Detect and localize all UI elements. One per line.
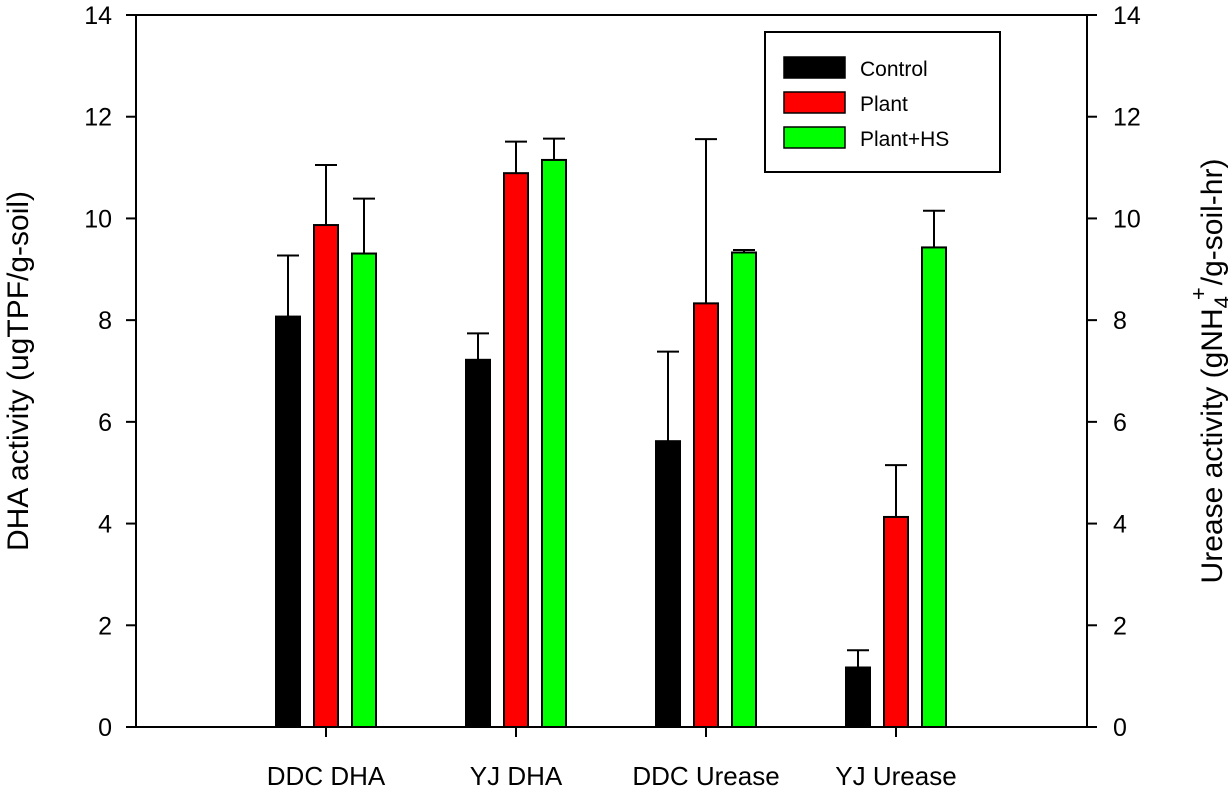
right-y-tick-label: 8	[1113, 307, 1127, 335]
legend-item-plant-hs: Plant+HS	[783, 126, 949, 151]
bar-plant	[503, 172, 529, 728]
right-y-tick-label: 14	[1113, 2, 1141, 30]
legend-swatch-plant	[783, 91, 846, 114]
x-category-label: DDC Urease	[632, 761, 779, 789]
left-y-tick-label: 10	[84, 205, 112, 233]
right-y-tick-label: 4	[1113, 511, 1127, 539]
bar-control	[655, 440, 681, 728]
bar-control	[465, 358, 491, 728]
bar-control	[275, 315, 301, 728]
bar-plant-hs	[921, 246, 947, 728]
right-y-tick-label: 6	[1113, 409, 1127, 437]
bar-plant	[883, 515, 909, 729]
x-category-label: DDC DHA	[267, 761, 386, 789]
legend-item-plant: Plant	[783, 91, 908, 116]
left-y-tick-label: 0	[98, 714, 112, 742]
legend: Control Plant Plant+HS	[764, 31, 1001, 173]
x-axis: DDC DHA YJ DHA DDC Urease YJ Urease	[267, 727, 957, 789]
left-y-axis: 0 2 4 6 8 10 12 14	[84, 2, 136, 742]
legend-swatch-control	[783, 56, 846, 79]
left-y-tick-label: 14	[84, 2, 112, 30]
bar-plant-hs	[351, 252, 377, 729]
bars-layer	[275, 137, 947, 729]
bar-plant	[313, 224, 339, 728]
left-y-tick-label: 4	[98, 511, 112, 539]
bar-plant	[693, 302, 719, 728]
left-y-tick-label: 8	[98, 307, 112, 335]
bar-plant-hs	[731, 251, 757, 728]
right-y-axis-title-main: Urease activity (gNH	[1196, 308, 1228, 583]
right-y-axis-title-sub: 4	[1210, 296, 1228, 308]
x-category-label: YJ Urease	[835, 761, 956, 789]
right-y-tick-label: 2	[1113, 612, 1127, 640]
legend-label-plant-hs: Plant+HS	[860, 128, 949, 151]
right-y-axis-title: Urease activity (gNH4+/g-soil-hr)	[1186, 159, 1228, 584]
left-y-tick-label: 2	[98, 612, 112, 640]
x-category-label: YJ DHA	[470, 761, 563, 789]
right-y-tick-label: 10	[1113, 205, 1141, 233]
left-y-tick-label: 12	[84, 104, 112, 132]
bar-plant-hs	[541, 158, 567, 728]
right-y-axis: 0 2 4 6 8 10 12 14	[1087, 2, 1141, 742]
legend-label-plant: Plant	[860, 93, 908, 116]
legend-label-control: Control	[860, 58, 928, 81]
right-y-tick-label: 12	[1113, 104, 1141, 132]
legend-swatch-plant-hs	[783, 126, 846, 149]
right-y-tick-label: 0	[1113, 714, 1127, 742]
bar-control	[845, 666, 871, 728]
left-y-axis-title: DHA activity (ugTPF/g-soil)	[2, 191, 35, 551]
right-y-axis-title-tail: /g-soil-hr)	[1196, 159, 1228, 286]
legend-item-control: Control	[783, 56, 928, 81]
left-y-tick-label: 6	[98, 409, 112, 437]
right-y-axis-title-sup: +	[1186, 287, 1211, 300]
